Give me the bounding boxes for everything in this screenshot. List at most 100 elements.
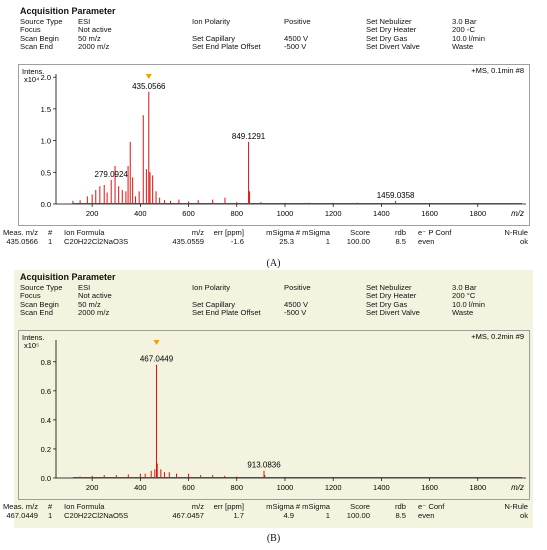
y-axis-label: Intens. bbox=[22, 67, 45, 76]
spectrum-panel-a: Acquisition Parameter Source Type ESI Io… bbox=[3, 4, 533, 254]
x-tick-label: 1200 bbox=[325, 209, 342, 218]
param-value: 4500 V bbox=[284, 33, 309, 43]
result-header: Meas. m/z # Ion Formula m/z err [ppm] mS… bbox=[3, 228, 530, 237]
cell: 25.3 bbox=[279, 237, 294, 246]
param-label: Source Type bbox=[20, 17, 63, 26]
cell: 467.0457 bbox=[172, 511, 204, 520]
cell: 100.00 bbox=[346, 237, 370, 246]
result-row: 467.0449 1 C20H22Cl2NaO5S 467.0457 1.7 4… bbox=[6, 511, 530, 520]
param-value: Not active bbox=[78, 291, 112, 301]
plot-frame bbox=[18, 64, 530, 226]
x-tick-label: 1600 bbox=[421, 209, 438, 218]
x-tick-label: 1800 bbox=[469, 483, 486, 492]
param-row: Source Type ESI Ion Polarity Positive Se… bbox=[20, 17, 530, 26]
spectrum-panel-b: Acquisition Parameter Source Type ESI Io… bbox=[3, 270, 533, 528]
result-row: 435.0566 1 C20H22Cl2NaO3S 435.0559 -1.6 … bbox=[6, 237, 530, 246]
param-label: Set Dry Heater bbox=[366, 25, 417, 35]
param-label: Scan Begin bbox=[20, 299, 59, 309]
col-header: m/z bbox=[191, 502, 204, 511]
x-tick-label: 600 bbox=[182, 483, 195, 492]
cell: 100.00 bbox=[346, 511, 370, 520]
cell: 4.9 bbox=[283, 511, 294, 520]
col-header: Score bbox=[350, 228, 370, 237]
col-header: e⁻ Conf bbox=[418, 502, 445, 511]
param-label: Focus bbox=[20, 291, 41, 301]
param-row: Focus Not active Set Dry Heater 200 °C bbox=[20, 291, 530, 301]
param-value: 200 °C bbox=[452, 291, 476, 301]
col-header: e⁻ P Conf bbox=[418, 228, 452, 237]
x-axis-label: m/z bbox=[511, 209, 524, 218]
panel-b-parameters: Source Type ESI Ion Polarity Positive Se… bbox=[20, 283, 530, 318]
cell: 1 bbox=[325, 511, 330, 520]
result-table-b: Meas. m/z # Ion Formula m/z err [ppm] mS… bbox=[3, 502, 530, 520]
cell: 435.0559 bbox=[172, 237, 204, 246]
x-tick-label: 400 bbox=[134, 483, 147, 492]
result-table-a: Meas. m/z # Ion Formula m/z err [ppm] mS… bbox=[3, 228, 530, 246]
y-tick-label: 0.2 bbox=[41, 445, 51, 454]
col-header: err [ppm] bbox=[213, 228, 244, 237]
result-header: Meas. m/z # Ion Formula m/z err [ppm] mS… bbox=[3, 502, 530, 511]
param-label: Source Type bbox=[20, 283, 63, 292]
param-row: Focus Not active Set Dry Heater 200 ◦C bbox=[20, 25, 530, 35]
param-label: Scan Begin bbox=[20, 33, 59, 43]
col-header: N-Rule bbox=[504, 228, 528, 237]
precursor-marker bbox=[153, 340, 160, 345]
y-tick-label: 0.8 bbox=[41, 358, 51, 367]
param-label: Set Dry Gas bbox=[366, 299, 408, 309]
cell: C20H22Cl2NaO3S bbox=[64, 237, 129, 246]
x-tick-label: 200 bbox=[86, 209, 99, 218]
col-header: rdb bbox=[395, 228, 406, 237]
x-tick-label: 1200 bbox=[325, 483, 342, 492]
peak-label: 913.0836 bbox=[247, 461, 281, 470]
param-label: Ion Polarity bbox=[192, 283, 230, 292]
cell: ok bbox=[519, 511, 528, 520]
col-header: Ion Formula bbox=[64, 502, 105, 511]
param-label: Set Dry Heater bbox=[366, 291, 417, 301]
param-value: 10.0 l/min bbox=[452, 299, 485, 309]
x-tick-label: 1600 bbox=[421, 483, 438, 492]
x-axis-label: m/z bbox=[511, 483, 524, 492]
param-label: Scan End bbox=[20, 42, 53, 52]
param-label: Set Capillary bbox=[192, 33, 236, 43]
param-label: Focus bbox=[20, 25, 41, 35]
col-header: # bbox=[48, 502, 53, 511]
y-tick-label: 0.5 bbox=[41, 168, 51, 177]
x-tick-label: 1000 bbox=[277, 483, 294, 492]
param-row: Source Type ESI Ion Polarity Positive Se… bbox=[20, 283, 530, 292]
param-value: 3.0 Bar bbox=[452, 283, 477, 292]
param-value: 50 m/z bbox=[78, 33, 101, 43]
cell: even bbox=[418, 511, 435, 520]
cell: even bbox=[418, 237, 435, 246]
param-label: Ion Polarity bbox=[192, 17, 230, 26]
cell: 8.5 bbox=[395, 237, 406, 246]
param-value: ESI bbox=[78, 283, 91, 292]
param-value: Not active bbox=[78, 25, 112, 35]
scan-label: +MS, 0.2min #9 bbox=[471, 332, 524, 341]
param-value: Positive bbox=[284, 17, 311, 26]
param-value: 2000 m/z bbox=[78, 308, 110, 318]
param-row: Scan End 2000 m/z Set End Plate Offset -… bbox=[20, 308, 530, 318]
col-header: mSigma bbox=[266, 502, 294, 511]
col-header: N-Rule bbox=[504, 502, 528, 511]
col-header: rdb bbox=[395, 502, 406, 511]
param-value: 2000 m/z bbox=[78, 42, 110, 52]
col-header: # mSigma bbox=[295, 228, 330, 237]
param-label: Set Nebulizer bbox=[366, 17, 412, 26]
peak-label: 467.0449 bbox=[140, 355, 174, 364]
cell: 467.0449 bbox=[6, 511, 38, 520]
y-axis-label: Intens. bbox=[22, 333, 45, 342]
peak-label: 435.0566 bbox=[132, 82, 166, 91]
peak-label: 279.0924 bbox=[95, 170, 129, 179]
y-tick-label: 0.4 bbox=[41, 416, 51, 425]
cell: ok bbox=[519, 237, 528, 246]
scan-label: +MS, 0.1min #8 bbox=[471, 66, 524, 75]
col-header: Meas. m/z bbox=[2, 502, 38, 511]
param-value: 200 ◦C bbox=[452, 25, 475, 35]
cell: 1.7 bbox=[233, 511, 244, 520]
col-header: m/z bbox=[191, 228, 204, 237]
panel-a-title: Acquisition Parameter bbox=[20, 6, 116, 16]
x-tick-label: 400 bbox=[134, 209, 147, 218]
param-value: 10.0 l/min bbox=[452, 33, 485, 43]
x-tick-label: 800 bbox=[231, 483, 244, 492]
x-tick-label: 1400 bbox=[373, 483, 390, 492]
